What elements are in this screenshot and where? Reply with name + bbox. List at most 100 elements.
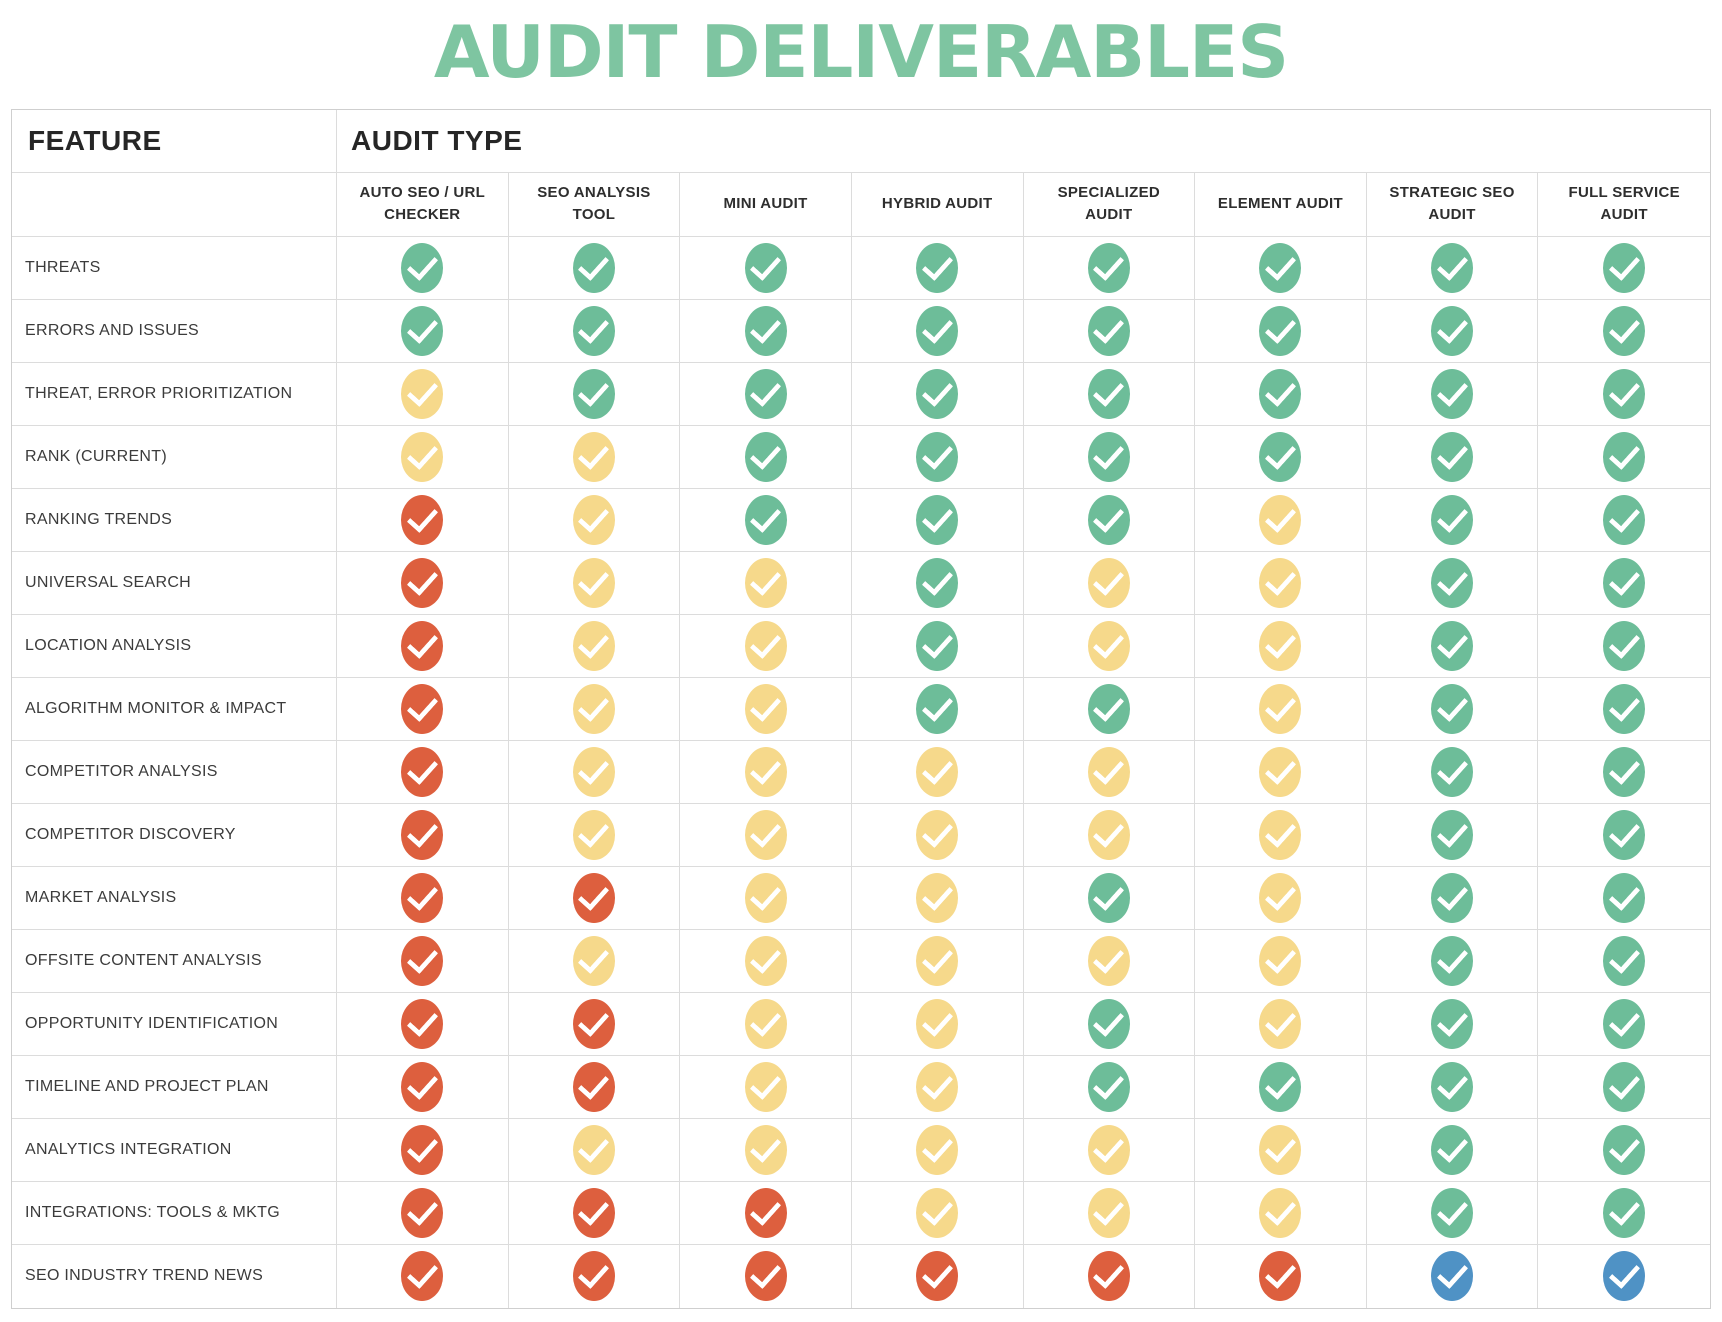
- check-cell: [337, 425, 509, 489]
- green-check-icon: [916, 557, 959, 608]
- check-cell: [1023, 740, 1196, 804]
- yellow-check-icon: [1259, 557, 1302, 608]
- yellow-check-icon: [916, 1061, 959, 1112]
- yellow-check-icon: [1087, 809, 1130, 860]
- check-cell: [1366, 866, 1539, 930]
- yellow-check-icon: [401, 368, 444, 419]
- yellow-check-icon: [401, 431, 444, 482]
- green-check-icon: [1603, 809, 1646, 860]
- check-cell: [1366, 677, 1539, 741]
- check-cell: [337, 992, 509, 1056]
- yellow-check-icon: [744, 746, 787, 797]
- yellow-check-icon: [1259, 872, 1302, 923]
- check-cell: [1023, 1181, 1196, 1245]
- check-cell: [1538, 677, 1710, 741]
- green-check-icon: [1603, 1124, 1646, 1175]
- red-check-icon: [1087, 1251, 1130, 1302]
- check-cell: [1195, 929, 1367, 993]
- column-header: MINI AUDIT: [680, 172, 852, 237]
- check-cell: [1366, 551, 1539, 615]
- check-cell: [1538, 488, 1710, 552]
- check-cell: [337, 488, 509, 552]
- check-cell: [1195, 425, 1367, 489]
- check-cell: [851, 551, 1024, 615]
- check-cell: [1023, 677, 1196, 741]
- column-header: SPECIALIZED AUDIT: [1023, 172, 1196, 237]
- green-check-icon: [916, 368, 959, 419]
- check-cell: [1023, 551, 1196, 615]
- check-cell: [508, 488, 681, 552]
- check-cell: [851, 488, 1024, 552]
- yellow-check-icon: [916, 1187, 959, 1238]
- green-check-icon: [1603, 935, 1646, 986]
- feature-label: THREAT, ERROR PRIORITIZATION: [12, 362, 337, 426]
- yellow-check-icon: [1259, 620, 1302, 671]
- green-check-icon: [744, 242, 787, 293]
- check-cell: [680, 866, 852, 930]
- yellow-check-icon: [916, 998, 959, 1049]
- check-cell: [1023, 1244, 1196, 1308]
- feature-label: OPPORTUNITY IDENTIFICATION: [12, 992, 337, 1056]
- feature-label: TIMELINE AND PROJECT PLAN: [12, 1055, 337, 1119]
- check-cell: [1366, 1055, 1539, 1119]
- check-cell: [337, 299, 509, 363]
- yellow-check-icon: [1259, 809, 1302, 860]
- green-check-icon: [401, 305, 444, 356]
- check-cell: [1195, 1055, 1367, 1119]
- red-check-icon: [572, 998, 615, 1049]
- check-cell: [1366, 236, 1539, 300]
- check-cell: [851, 866, 1024, 930]
- column-header: ELEMENT AUDIT: [1195, 172, 1367, 237]
- check-cell: [508, 929, 681, 993]
- check-cell: [851, 740, 1024, 804]
- green-check-icon: [1431, 1187, 1474, 1238]
- yellow-check-icon: [744, 998, 787, 1049]
- green-check-icon: [1087, 998, 1130, 1049]
- audit-type-header-cell: AUDIT TYPE: [337, 109, 1710, 173]
- check-cell: [508, 425, 681, 489]
- check-cell: [851, 1055, 1024, 1119]
- yellow-check-icon: [1259, 494, 1302, 545]
- check-cell: [1023, 1118, 1196, 1182]
- check-cell: [1366, 1181, 1539, 1245]
- check-cell: [851, 1181, 1024, 1245]
- check-cell: [680, 299, 852, 363]
- yellow-check-icon: [572, 620, 615, 671]
- green-check-icon: [1603, 242, 1646, 293]
- yellow-check-icon: [744, 683, 787, 734]
- green-check-icon: [1259, 242, 1302, 293]
- yellow-check-icon: [744, 1061, 787, 1112]
- check-cell: [680, 677, 852, 741]
- green-check-icon: [1603, 620, 1646, 671]
- check-cell: [508, 1244, 681, 1308]
- check-cell: [851, 236, 1024, 300]
- check-cell: [1195, 1118, 1367, 1182]
- check-cell: [1538, 803, 1710, 867]
- yellow-check-icon: [1087, 557, 1130, 608]
- check-cell: [1023, 992, 1196, 1056]
- red-check-icon: [401, 872, 444, 923]
- check-cell: [851, 992, 1024, 1056]
- green-check-icon: [1431, 746, 1474, 797]
- feature-label: RANK (CURRENT): [12, 425, 337, 489]
- green-check-icon: [1431, 620, 1474, 671]
- check-cell: [1538, 236, 1710, 300]
- check-cell: [1023, 299, 1196, 363]
- green-check-icon: [1431, 494, 1474, 545]
- yellow-check-icon: [572, 683, 615, 734]
- check-cell: [337, 740, 509, 804]
- check-cell: [1366, 299, 1539, 363]
- yellow-check-icon: [916, 809, 959, 860]
- check-cell: [337, 1118, 509, 1182]
- green-check-icon: [572, 368, 615, 419]
- green-check-icon: [1087, 494, 1130, 545]
- green-check-icon: [401, 242, 444, 293]
- red-check-icon: [401, 683, 444, 734]
- yellow-check-icon: [744, 557, 787, 608]
- feature-label: UNIVERSAL SEARCH: [12, 551, 337, 615]
- green-check-icon: [1087, 872, 1130, 923]
- comparison-table: FEATURE AUDIT TYPE AUTO SEO / URL CHECKE…: [11, 108, 1711, 1309]
- green-check-icon: [1087, 305, 1130, 356]
- check-cell: [680, 488, 852, 552]
- red-check-icon: [1259, 1251, 1302, 1302]
